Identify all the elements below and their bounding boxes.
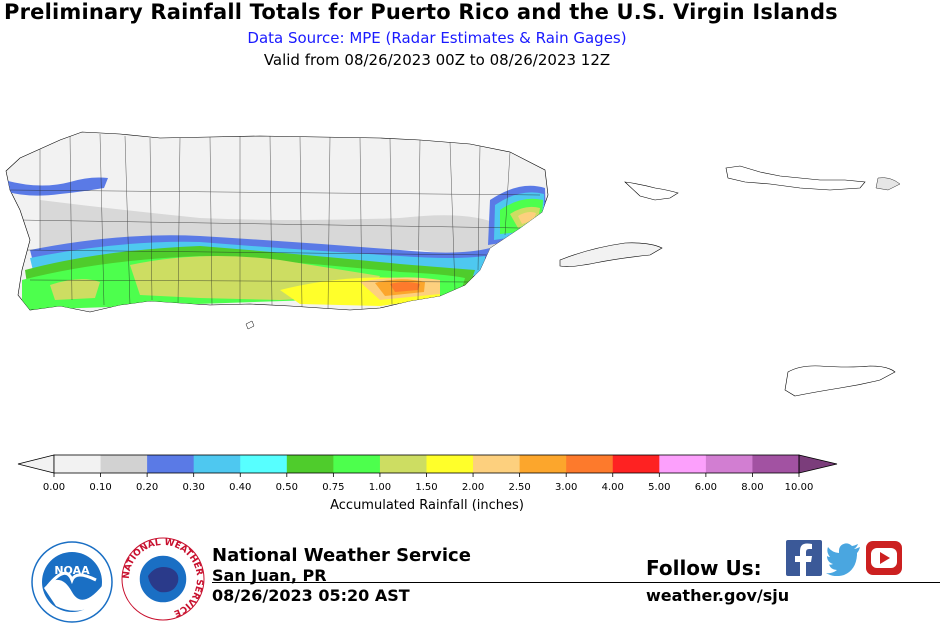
colorbar-bin [100,455,148,473]
colorbar-tick-label: 0.40 [229,482,251,493]
colorbar-tick-label: 1.00 [369,482,391,493]
nws-logo: NATIONAL WEATHER SERVICE [121,537,205,621]
colorbar-tick-label: 1.50 [415,482,437,493]
culebra-island [624,181,679,201]
colorbar-extend-low [17,454,55,474]
colorbar-bin [612,455,660,473]
vieques-island [559,242,663,267]
colorbar-extend-high [798,454,838,474]
colorbar-bin [147,455,195,473]
noaa-logo-text: NOAA [54,564,90,577]
puerto-rico-island [5,131,549,313]
colorbar-label: Accumulated Rainfall (inches) [330,498,524,513]
footer-divider [212,582,940,583]
colorbar-bin [193,455,241,473]
rainfall-colorbar: 0.00 0.10 0.20 0.30 0.40 0.50 0.75 1.00 1.50 2.00… [17,454,838,493]
colorbar-tick-label: 0.75 [322,482,344,493]
follow-us-label: Follow Us: [646,556,762,580]
colorbar-tick-label: 10.00 [785,482,814,493]
valid-period: Valid from 08/26/2023 00Z to 08/26/2023 … [263,51,611,69]
colorbar-bin [54,455,102,473]
rainfall-map [5,131,901,397]
colorbar-tick-label: 0.10 [89,482,111,493]
colorbar-tick-label: 2.50 [508,482,530,493]
colorbar-bin [286,455,334,473]
page-title: Preliminary Rainfall Totals for Puerto R… [4,0,838,24]
colorbar-tick-label: 0.00 [43,482,65,493]
colorbar-tick-label: 0.20 [136,482,158,493]
colorbar-bin [659,455,707,473]
colorbar-bin [333,455,381,473]
colorbar-bin [379,455,427,473]
colorbar-bin [566,455,614,473]
st-thomas-st-john-islands [725,165,901,191]
agency-name: National Weather Service [212,545,471,566]
office-name: San Juan, PR [212,566,327,585]
youtube-icon[interactable] [866,540,902,576]
noaa-logo: NOAA [31,541,113,623]
colorbar-bin [473,455,521,473]
colorbar-tick-label: 0.50 [276,482,298,493]
colorbar-bin [752,455,800,473]
mona-island [245,320,255,330]
facebook-icon[interactable] [786,540,822,576]
twitter-icon[interactable] [826,540,862,576]
colorbar-bin [426,455,474,473]
colorbar-tick-label: 8.00 [741,482,763,493]
colorbar-bin [240,455,288,473]
colorbar-bin [705,455,753,473]
website-link[interactable]: weather.gov/sju [646,586,790,605]
colorbar-tick-label: 5.00 [648,482,670,493]
colorbar-bin [519,455,567,473]
colorbar-tick-label: 4.00 [602,482,624,493]
colorbar-tick-label: 0.30 [183,482,205,493]
colorbar-tick-label: 2.00 [462,482,484,493]
colorbar-tick-label: 3.00 [555,482,577,493]
colorbar-tick-label: 6.00 [695,482,717,493]
data-source-subtitle: Data Source: MPE (Radar Estimates & Rain… [247,29,627,47]
issued-time: 08/26/2023 05:20 AST [212,586,410,605]
st-croix-island [784,365,896,397]
